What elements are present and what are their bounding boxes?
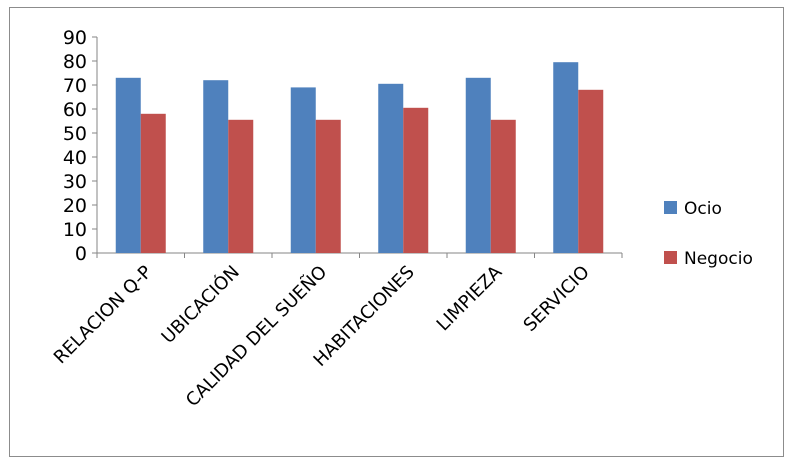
bar-negocio — [578, 89, 604, 253]
bar-ocio — [378, 83, 404, 253]
x-tick-label: CALIDAD DEL SUEÑO — [181, 261, 331, 411]
x-tick-label: RELACION Q-P — [50, 262, 157, 369]
bar-negocio — [490, 119, 516, 253]
bar-ocio — [553, 62, 579, 254]
bar-ocio — [290, 87, 316, 254]
bar-negocio — [315, 119, 341, 253]
chart-bars — [115, 62, 604, 254]
y-tick-label: 0 — [75, 243, 87, 265]
y-tick-label: 30 — [63, 171, 87, 193]
bar-ocio — [203, 80, 229, 253]
y-tick-label: 80 — [63, 51, 87, 73]
y-tick-label: 50 — [63, 123, 87, 145]
y-tick-label: 70 — [63, 75, 87, 97]
y-tick-label: 10 — [63, 219, 87, 241]
bar-ocio — [115, 77, 141, 253]
bar-ocio — [465, 77, 491, 253]
y-tick-label: 40 — [63, 147, 87, 169]
legend-swatch-negocio — [664, 251, 677, 264]
legend-label-ocio: Ocio — [684, 199, 722, 219]
legend-swatch-ocio — [664, 201, 677, 214]
chart-legend: Ocio Negocio — [664, 199, 753, 269]
x-tick-label: SERVICIO — [520, 262, 594, 336]
y-tick-label: 20 — [63, 195, 87, 217]
bar-negocio — [403, 107, 429, 253]
y-tick-label: 90 — [63, 27, 87, 49]
x-tick-label: UBICACIÓN — [157, 261, 244, 348]
bar-negocio — [228, 119, 254, 253]
legend-label-negocio: Negocio — [684, 249, 753, 269]
y-tick-label: 60 — [63, 99, 87, 121]
x-tick-label: LIMPIEZA — [433, 261, 507, 335]
bar-negocio — [140, 113, 166, 253]
